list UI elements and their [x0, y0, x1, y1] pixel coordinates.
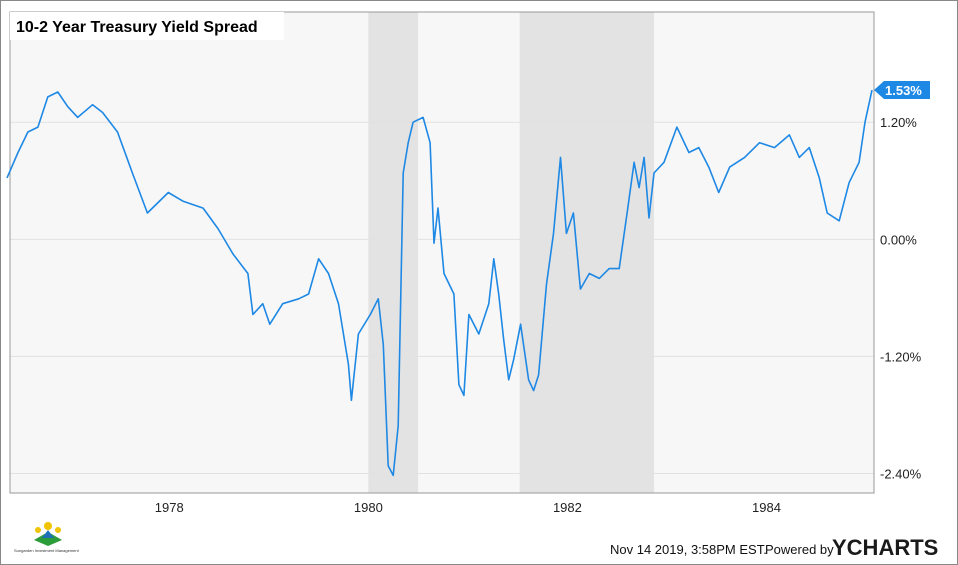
y-tick-label: 1.20% [880, 115, 917, 130]
recession-band [368, 12, 419, 493]
logo-sun-icon [44, 522, 52, 530]
x-tick-label: 1978 [155, 500, 184, 515]
series-line [6, 89, 873, 477]
last-value-badge: 1.53% [874, 81, 930, 100]
x-tick-label: 1980 [354, 500, 383, 515]
ycharts-logo: YCHARTS [832, 535, 938, 560]
y-tick-label: -2.40% [880, 466, 922, 481]
timestamp: Nov 14 2019, 3:58PM EST. [610, 542, 767, 557]
logo: Sungarden Investment Management [14, 522, 80, 553]
plot-border [9, 11, 875, 494]
recession-band [519, 12, 655, 493]
y-tick-label: -1.20% [880, 349, 922, 364]
x-tick-label: 1982 [553, 500, 582, 515]
chart-title: 10-2 Year Treasury Yield Spread [16, 19, 258, 36]
title-box [10, 12, 284, 40]
logo-text: Sungarden Investment Management [14, 548, 80, 553]
last-value-label: 1.53% [885, 83, 922, 98]
powered-by: Powered by [765, 542, 834, 557]
y-tick-label: 0.00% [880, 232, 917, 247]
x-tick-label: 1984 [752, 500, 781, 515]
